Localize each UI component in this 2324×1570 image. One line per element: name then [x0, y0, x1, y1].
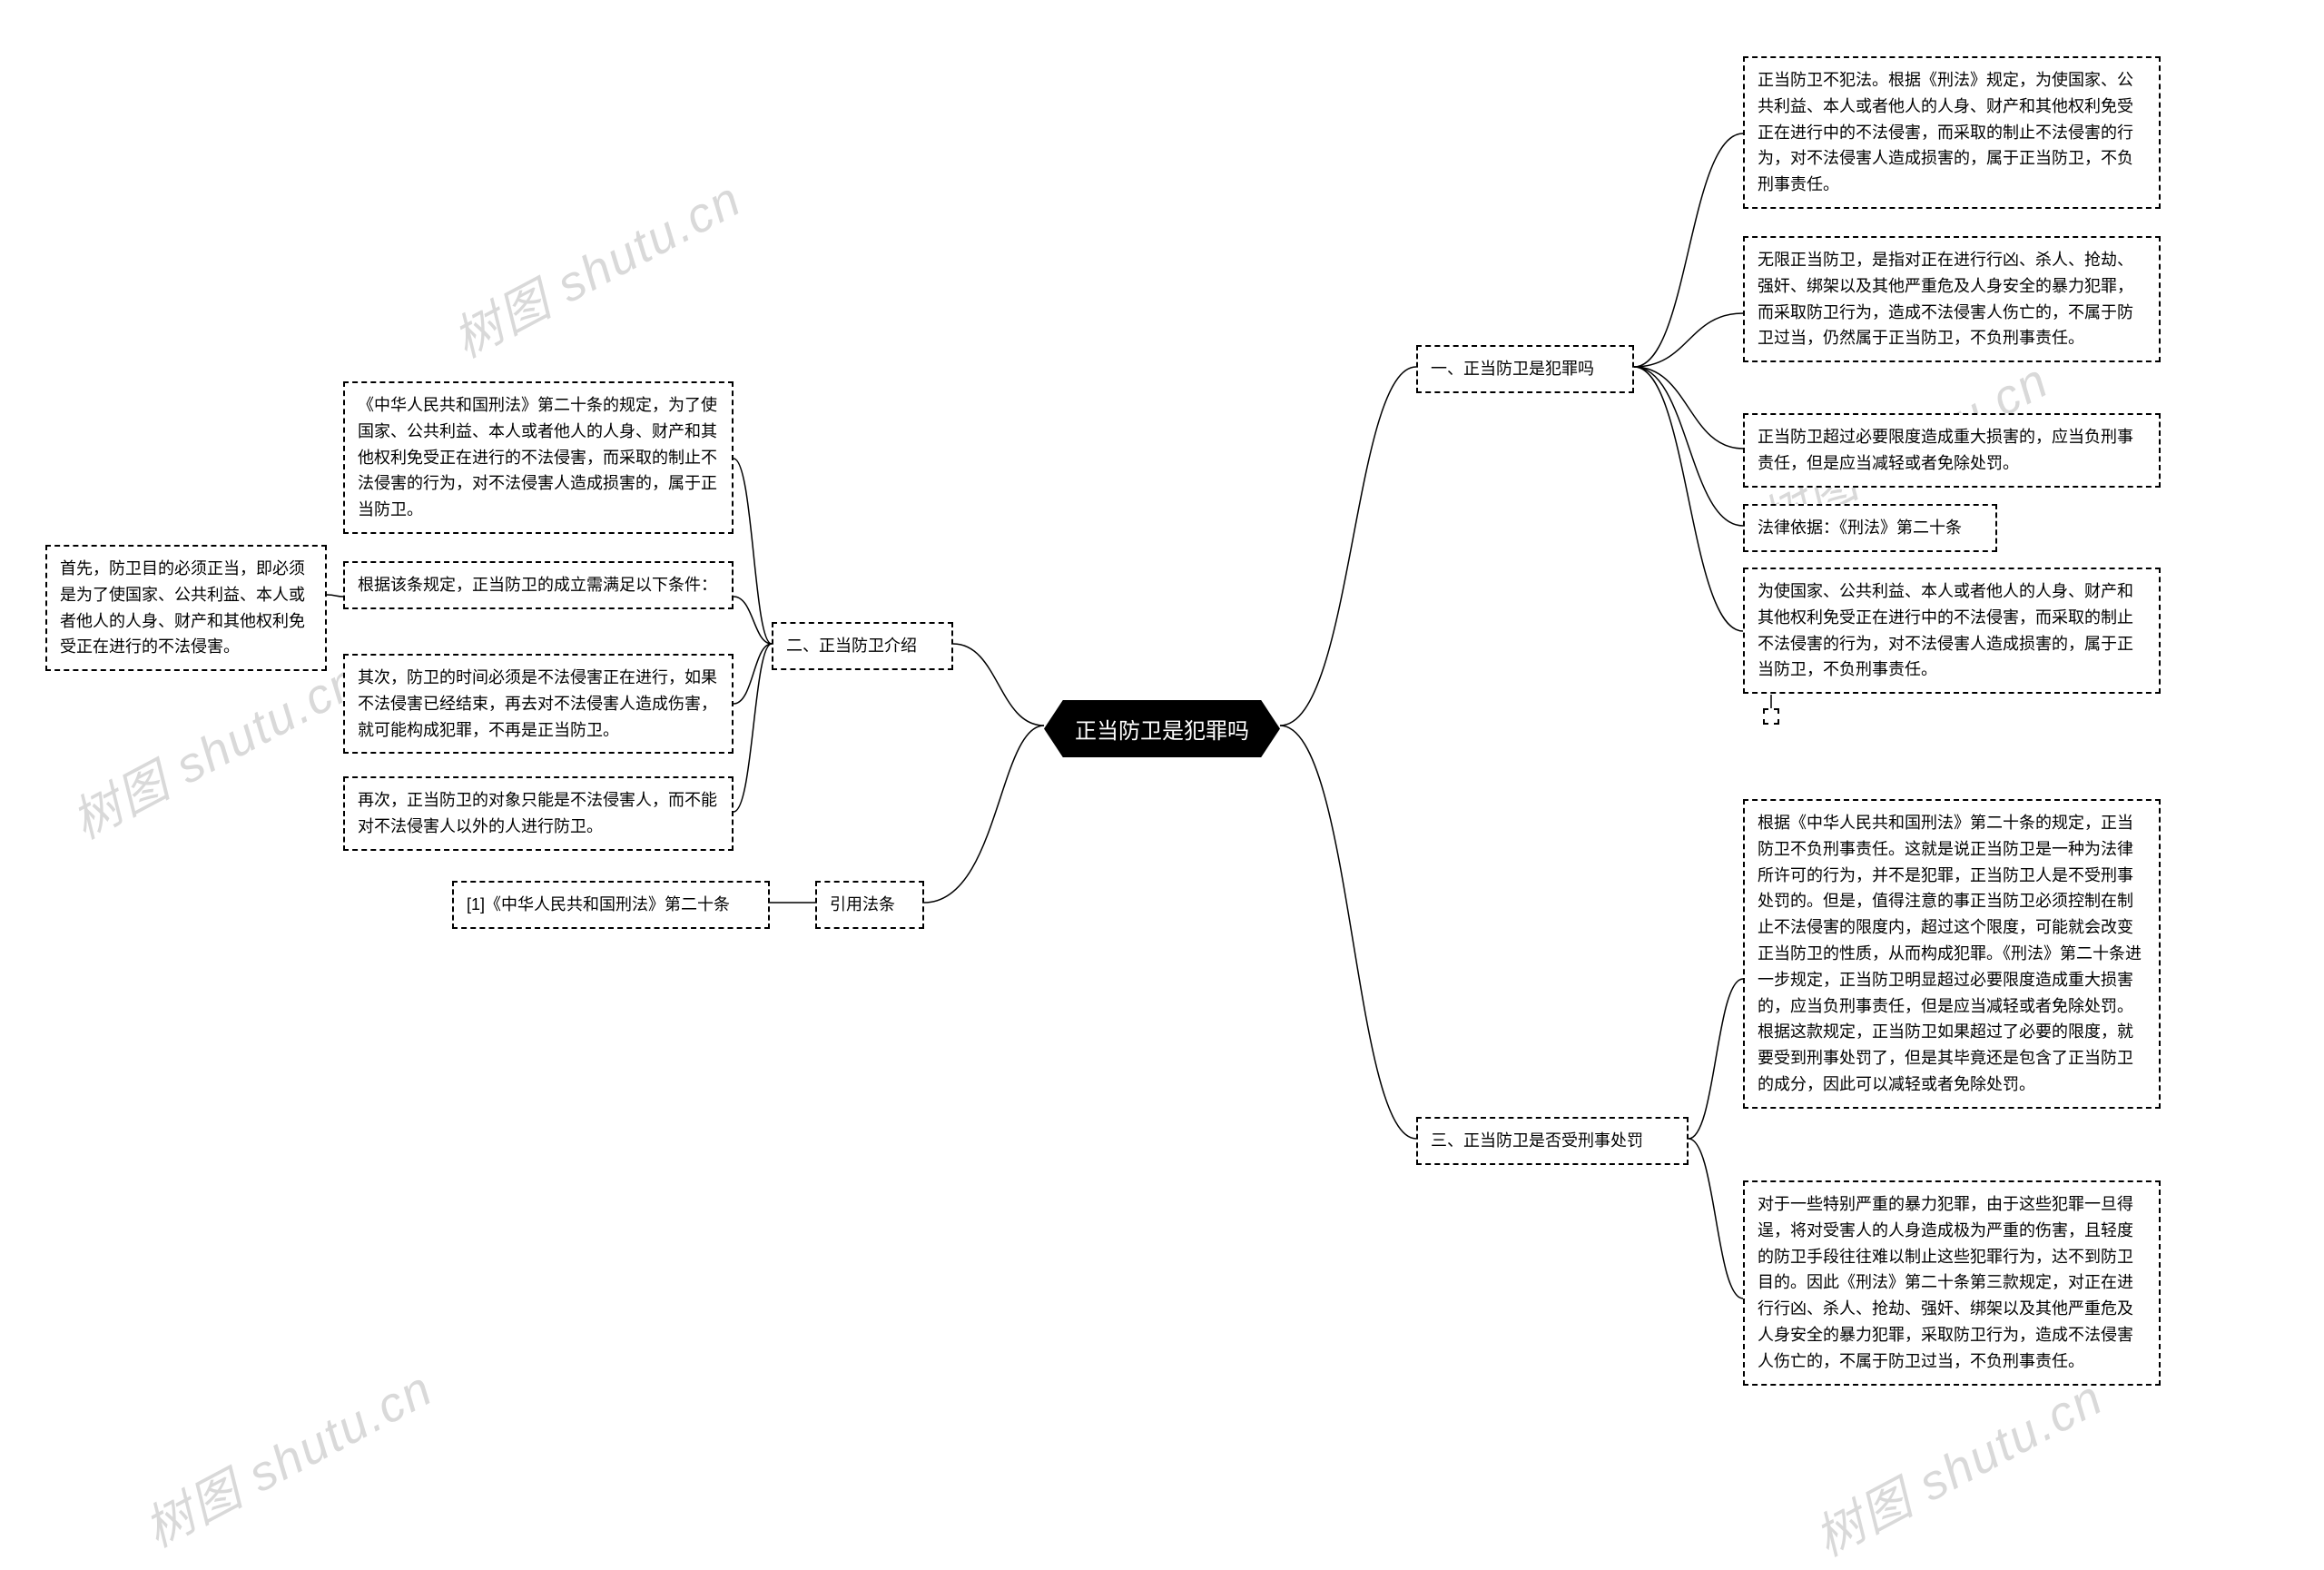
root-node: 正当防卫是犯罪吗 [1044, 700, 1280, 757]
node-r1c2: 无限正当防卫，是指对正在进行行凶、杀人、抢劫、强奸、绑架以及其他严重危及人身安全… [1743, 236, 2161, 362]
watermark: 树图 shutu.cn [57, 640, 370, 853]
node-l2c2: 根据该条规定，正当防卫的成立需满足以下条件： [343, 561, 734, 609]
node-r3c1: 根据《中华人民共和国刑法》第二十条的规定，正当防卫不负刑事责任。这就是说正当防卫… [1743, 799, 2161, 1109]
node-r1c4: 法律依据：《刑法》第二十条 [1743, 504, 1997, 552]
watermark: 树图 shutu.cn [1800, 1358, 2113, 1570]
node-l2c4: 再次，正当防卫的对象只能是不法侵害人，而不能对不法侵害人以外的人进行防卫。 [343, 776, 734, 851]
node-l2c1: 《中华人民共和国刑法》第二十条的规定，为了使国家、公共利益、本人或者他人的人身、… [343, 381, 734, 534]
branch-r3: 三、正当防卫是否受刑事处罚 [1416, 1117, 1689, 1165]
node-l4c1: [1]《中华人民共和国刑法》第二十条 [452, 881, 770, 929]
branch-r1: 一、正当防卫是犯罪吗 [1416, 345, 1634, 393]
branch-l2: 二、正当防卫介绍 [772, 622, 953, 670]
node-r1c5: 为使国家、公共利益、本人或者他人的人身、财产和其他权利免受正在进行中的不法侵害，… [1743, 568, 2161, 694]
watermark: 树图 shutu.cn [130, 1348, 443, 1561]
watermark: 树图 shutu.cn [438, 159, 752, 371]
node-r3c2: 对于一些特别严重的暴力犯罪，由于这些犯罪一旦得逞，将对受害人的人身造成极为严重的… [1743, 1180, 2161, 1386]
node-r1c3: 正当防卫超过必要限度造成重大损害的，应当负刑事责任，但是应当减轻或者免除处罚。 [1743, 413, 2161, 488]
node-l2c2-sub: 首先，防卫目的必须正当，即必须是为了使国家、公共利益、本人或者他人的人身、财产和… [45, 545, 327, 671]
node-l2c3: 其次，防卫的时间必须是不法侵害正在进行，如果不法侵害已经结束，再去对不法侵害人造… [343, 654, 734, 754]
branch-l4: 引用法条 [815, 881, 924, 929]
mindmap-canvas: 树图 shutu.cn 树图 shutu.cn 树图 shutu.cn 树图 s… [0, 0, 2324, 1509]
collapse-indicator[interactable] [1763, 708, 1779, 725]
node-r1c1: 正当防卫不犯法。根据《刑法》规定，为使国家、公共利益、本人或者他人的人身、财产和… [1743, 56, 2161, 209]
